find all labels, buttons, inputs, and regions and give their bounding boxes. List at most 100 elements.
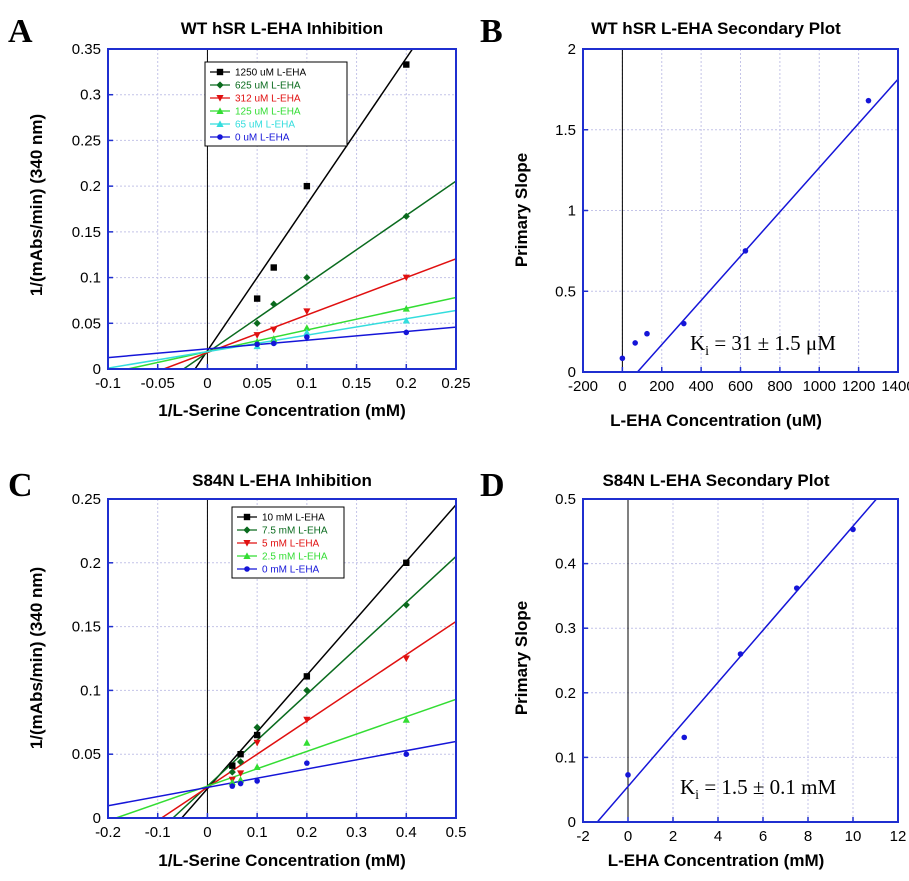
data-point bbox=[253, 319, 261, 327]
data-point bbox=[253, 731, 261, 739]
data-point bbox=[303, 686, 311, 694]
x-axis-label: L-EHA Concentration (uM) bbox=[610, 411, 822, 430]
legend-entry: 2.5 mM L-EHA bbox=[262, 552, 328, 563]
y-tick-label: 0.25 bbox=[72, 132, 101, 149]
x-tick-label: -0.05 bbox=[141, 375, 175, 392]
data-point bbox=[237, 751, 244, 758]
data-point bbox=[403, 751, 410, 757]
data-point bbox=[402, 655, 410, 663]
legend-box bbox=[204, 61, 348, 147]
y-tick-label: 0 bbox=[93, 361, 101, 378]
y-tick-label: 0.3 bbox=[80, 87, 101, 104]
data-point bbox=[303, 716, 311, 724]
x-tick-label: -0.1 bbox=[145, 824, 171, 841]
data-point bbox=[737, 651, 744, 657]
x-tick-label: 10 bbox=[845, 828, 862, 845]
panel-letter-c: C bbox=[8, 467, 33, 504]
legend-marker bbox=[243, 513, 251, 521]
legend-entry: 125 uM L-EHA bbox=[235, 107, 301, 118]
legend-marker bbox=[244, 566, 250, 572]
x-tick-label: -0.2 bbox=[95, 824, 121, 841]
x-tick-label: 0.5 bbox=[446, 824, 467, 841]
data-point bbox=[270, 300, 278, 308]
legend-entry: 0 uM L-EHA bbox=[235, 133, 290, 144]
legend-entry: 7.5 mM L-EHA bbox=[262, 526, 328, 537]
fit-line-4 bbox=[108, 740, 456, 807]
data-point bbox=[402, 716, 410, 723]
data-point bbox=[236, 776, 245, 783]
chart-title: S84N L-EHA Secondary Plot bbox=[602, 471, 829, 490]
data-point bbox=[229, 762, 236, 769]
chart-title: WT hSR L-EHA Secondary Plot bbox=[591, 19, 841, 38]
x-tick-label: 1200 bbox=[842, 378, 875, 395]
data-point bbox=[228, 768, 236, 776]
data-point bbox=[254, 341, 260, 348]
y-tick-label: 0.3 bbox=[555, 620, 576, 637]
data-point bbox=[402, 601, 410, 609]
y-tick-label: 0 bbox=[568, 814, 576, 831]
data-point bbox=[253, 763, 261, 770]
data-point bbox=[303, 673, 311, 680]
x-axis-label: 1/L-Serine Concentration (mM) bbox=[158, 851, 405, 870]
y-tick-label: 0.1 bbox=[80, 270, 101, 287]
legend-entry: 1250 uM L-EHA bbox=[235, 68, 306, 79]
data-point bbox=[237, 780, 244, 787]
y-tick-label: 0.5 bbox=[555, 283, 576, 300]
legend-entry: 312 uM L-EHA bbox=[235, 94, 301, 105]
data-point bbox=[403, 61, 410, 68]
fit-line-3 bbox=[127, 296, 456, 369]
x-tick-label: 0 bbox=[203, 824, 211, 841]
y-axis-label: Primary Slope bbox=[512, 153, 531, 267]
data-point bbox=[644, 330, 650, 337]
fit-line-3 bbox=[115, 698, 456, 818]
panel-d: D S84N L-EHA Secondary Plot -2 0 2 4 6 8 10 120… bbox=[480, 467, 906, 870]
data-point bbox=[632, 340, 638, 346]
data-point bbox=[303, 328, 311, 336]
y-tick-label: 0 bbox=[93, 810, 101, 827]
x-tick-label: 400 bbox=[689, 378, 714, 395]
legend-marker bbox=[216, 107, 224, 114]
y-tick-label: 0.4 bbox=[555, 556, 576, 573]
data-point bbox=[619, 355, 626, 362]
legend-entry: 10 mM L-EHA bbox=[262, 513, 325, 524]
data-point bbox=[270, 264, 277, 271]
x-tick-label: 12 bbox=[890, 828, 907, 845]
plot-area: -0.2 -0.1 0 0.1 0.2 0.3 0.4 0.5 0 0.05 0.1 0.15 0.2 0… bbox=[72, 491, 467, 841]
y-tick-label: 2 bbox=[568, 41, 576, 58]
plot-frame bbox=[107, 48, 457, 370]
x-tick-label: 0.15 bbox=[342, 375, 371, 392]
plot-area: -2 0 2 4 6 8 10 1200.10.20.30.40.5Ki = 1.5 ± 0.… bbox=[555, 491, 906, 845]
data-point bbox=[270, 326, 278, 334]
legend-marker bbox=[243, 540, 251, 547]
data-point bbox=[793, 585, 800, 591]
y-tick-label: 0.15 bbox=[72, 224, 101, 241]
legend-marker bbox=[217, 134, 223, 140]
data-point bbox=[236, 770, 245, 777]
x-tick-label: 4 bbox=[714, 828, 722, 845]
fit-line-4 bbox=[108, 309, 456, 369]
fit-line-0 bbox=[636, 78, 898, 372]
ki-annotation: Ki = 31 ± 1.5 μM bbox=[690, 331, 836, 359]
legend-marker bbox=[216, 95, 224, 102]
x-tick-label: 800 bbox=[767, 378, 792, 395]
x-tick-label: -2 bbox=[576, 828, 589, 845]
x-tick-label: 0 bbox=[624, 828, 632, 845]
legend-entry: 0 mM L-EHA bbox=[262, 565, 320, 576]
fit-line-5 bbox=[108, 326, 456, 359]
panel-letter-a: A bbox=[8, 13, 33, 50]
legend-marker bbox=[216, 81, 224, 89]
x-tick-label: 0.3 bbox=[346, 824, 367, 841]
y-tick-label: 0.05 bbox=[72, 315, 101, 332]
y-tick-label: 0.05 bbox=[72, 746, 101, 763]
chart-title: S84N L-EHA Inhibition bbox=[192, 471, 372, 490]
x-tick-label: -0.1 bbox=[95, 375, 121, 392]
data-point bbox=[402, 212, 410, 220]
x-tick-label: 0.2 bbox=[296, 824, 317, 841]
legend-marker bbox=[216, 68, 224, 76]
y-tick-label: 0.2 bbox=[80, 178, 101, 195]
data-point bbox=[303, 324, 311, 331]
legend: 10 mM L-EHA 7.5 mM L-EHA 5 mM L-EHA 2.5 mM … bbox=[231, 506, 345, 579]
panel-c: C S84N L-EHA Inhibition -0.2 -0.1 0 0.1 0.2 0… bbox=[8, 467, 466, 870]
panel-a: A WT hSR L-EHA Inhibition -0.1 -0.05 0 0.05… bbox=[8, 13, 471, 420]
